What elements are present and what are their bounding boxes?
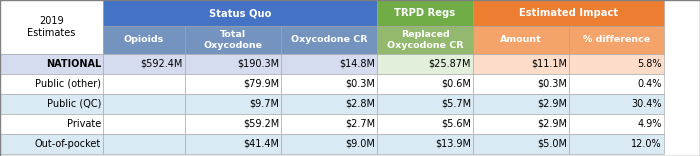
- Bar: [185, 26, 281, 54]
- Text: Total
Oxycodone: Total Oxycodone: [204, 30, 262, 50]
- Text: $0.6M: $0.6M: [441, 79, 471, 89]
- Text: $5.6M: $5.6M: [441, 119, 471, 129]
- Text: Oxycodone CR: Oxycodone CR: [290, 36, 368, 44]
- Bar: [0, 114, 103, 134]
- Bar: [569, 114, 664, 134]
- Bar: [0, 134, 103, 154]
- Bar: [0, 94, 103, 114]
- Text: $9.0M: $9.0M: [345, 139, 375, 149]
- Text: $2.7M: $2.7M: [345, 119, 375, 129]
- Bar: [103, 134, 185, 154]
- Text: $5.0M: $5.0M: [537, 139, 567, 149]
- Bar: [473, 26, 569, 54]
- Text: % difference: % difference: [583, 36, 650, 44]
- Text: Out-of-pocket: Out-of-pocket: [35, 139, 101, 149]
- Bar: [103, 94, 185, 114]
- Bar: [377, 74, 473, 94]
- Bar: [185, 54, 281, 74]
- Text: 12.0%: 12.0%: [631, 139, 662, 149]
- Text: 5.8%: 5.8%: [638, 59, 662, 69]
- Text: 4.9%: 4.9%: [638, 119, 662, 129]
- Bar: [281, 54, 377, 74]
- Bar: [473, 54, 569, 74]
- Bar: [281, 94, 377, 114]
- Bar: [377, 134, 473, 154]
- Bar: [569, 26, 664, 54]
- Text: $59.2M: $59.2M: [243, 119, 279, 129]
- Bar: [473, 134, 569, 154]
- Bar: [0, 54, 103, 74]
- Bar: [473, 0, 664, 26]
- Text: $2.9M: $2.9M: [537, 99, 567, 109]
- Text: 30.4%: 30.4%: [631, 99, 662, 109]
- Text: $11.1M: $11.1M: [531, 59, 567, 69]
- Text: $190.3M: $190.3M: [237, 59, 279, 69]
- Bar: [185, 94, 281, 114]
- Text: Estimated Impact: Estimated Impact: [519, 8, 618, 18]
- Text: TRPD Regs: TRPD Regs: [394, 8, 456, 18]
- Bar: [281, 74, 377, 94]
- Bar: [473, 114, 569, 134]
- Bar: [0, 74, 103, 94]
- Text: 2019
Estimates: 2019 Estimates: [27, 16, 76, 38]
- Text: $2.9M: $2.9M: [537, 119, 567, 129]
- Text: $13.9M: $13.9M: [435, 139, 471, 149]
- Text: $5.7M: $5.7M: [441, 99, 471, 109]
- Bar: [473, 94, 569, 114]
- Text: $41.4M: $41.4M: [243, 139, 279, 149]
- Bar: [103, 114, 185, 134]
- Text: $0.3M: $0.3M: [345, 79, 375, 89]
- Text: $79.9M: $79.9M: [243, 79, 279, 89]
- Bar: [569, 54, 664, 74]
- Bar: [185, 114, 281, 134]
- Text: $2.8M: $2.8M: [345, 99, 375, 109]
- Bar: [281, 26, 377, 54]
- Bar: [281, 134, 377, 154]
- Bar: [103, 54, 185, 74]
- Bar: [377, 94, 473, 114]
- Bar: [185, 134, 281, 154]
- Bar: [103, 74, 185, 94]
- Bar: [103, 26, 185, 54]
- Bar: [569, 74, 664, 94]
- Text: $592.4M: $592.4M: [141, 59, 183, 69]
- Bar: [281, 114, 377, 134]
- Text: Status Quo: Status Quo: [209, 8, 271, 18]
- Text: Public (QC): Public (QC): [47, 99, 101, 109]
- Text: $0.3M: $0.3M: [537, 79, 567, 89]
- Text: Opioids: Opioids: [124, 36, 164, 44]
- Bar: [103, 0, 377, 26]
- Bar: [0, 0, 103, 54]
- Text: 0.4%: 0.4%: [638, 79, 662, 89]
- Bar: [377, 54, 473, 74]
- Text: Amount: Amount: [500, 36, 542, 44]
- Text: $9.7M: $9.7M: [249, 99, 279, 109]
- Text: Private: Private: [66, 119, 101, 129]
- Bar: [185, 74, 281, 94]
- Text: Replaced
Oxycodone CR: Replaced Oxycodone CR: [386, 30, 463, 50]
- Bar: [569, 134, 664, 154]
- Text: NATIONAL: NATIONAL: [46, 59, 101, 69]
- Bar: [569, 94, 664, 114]
- Bar: [377, 26, 473, 54]
- Text: $25.87M: $25.87M: [428, 59, 471, 69]
- Bar: [377, 114, 473, 134]
- Bar: [473, 74, 569, 94]
- Text: $14.8M: $14.8M: [339, 59, 375, 69]
- Bar: [377, 0, 473, 26]
- Text: Public (other): Public (other): [35, 79, 101, 89]
